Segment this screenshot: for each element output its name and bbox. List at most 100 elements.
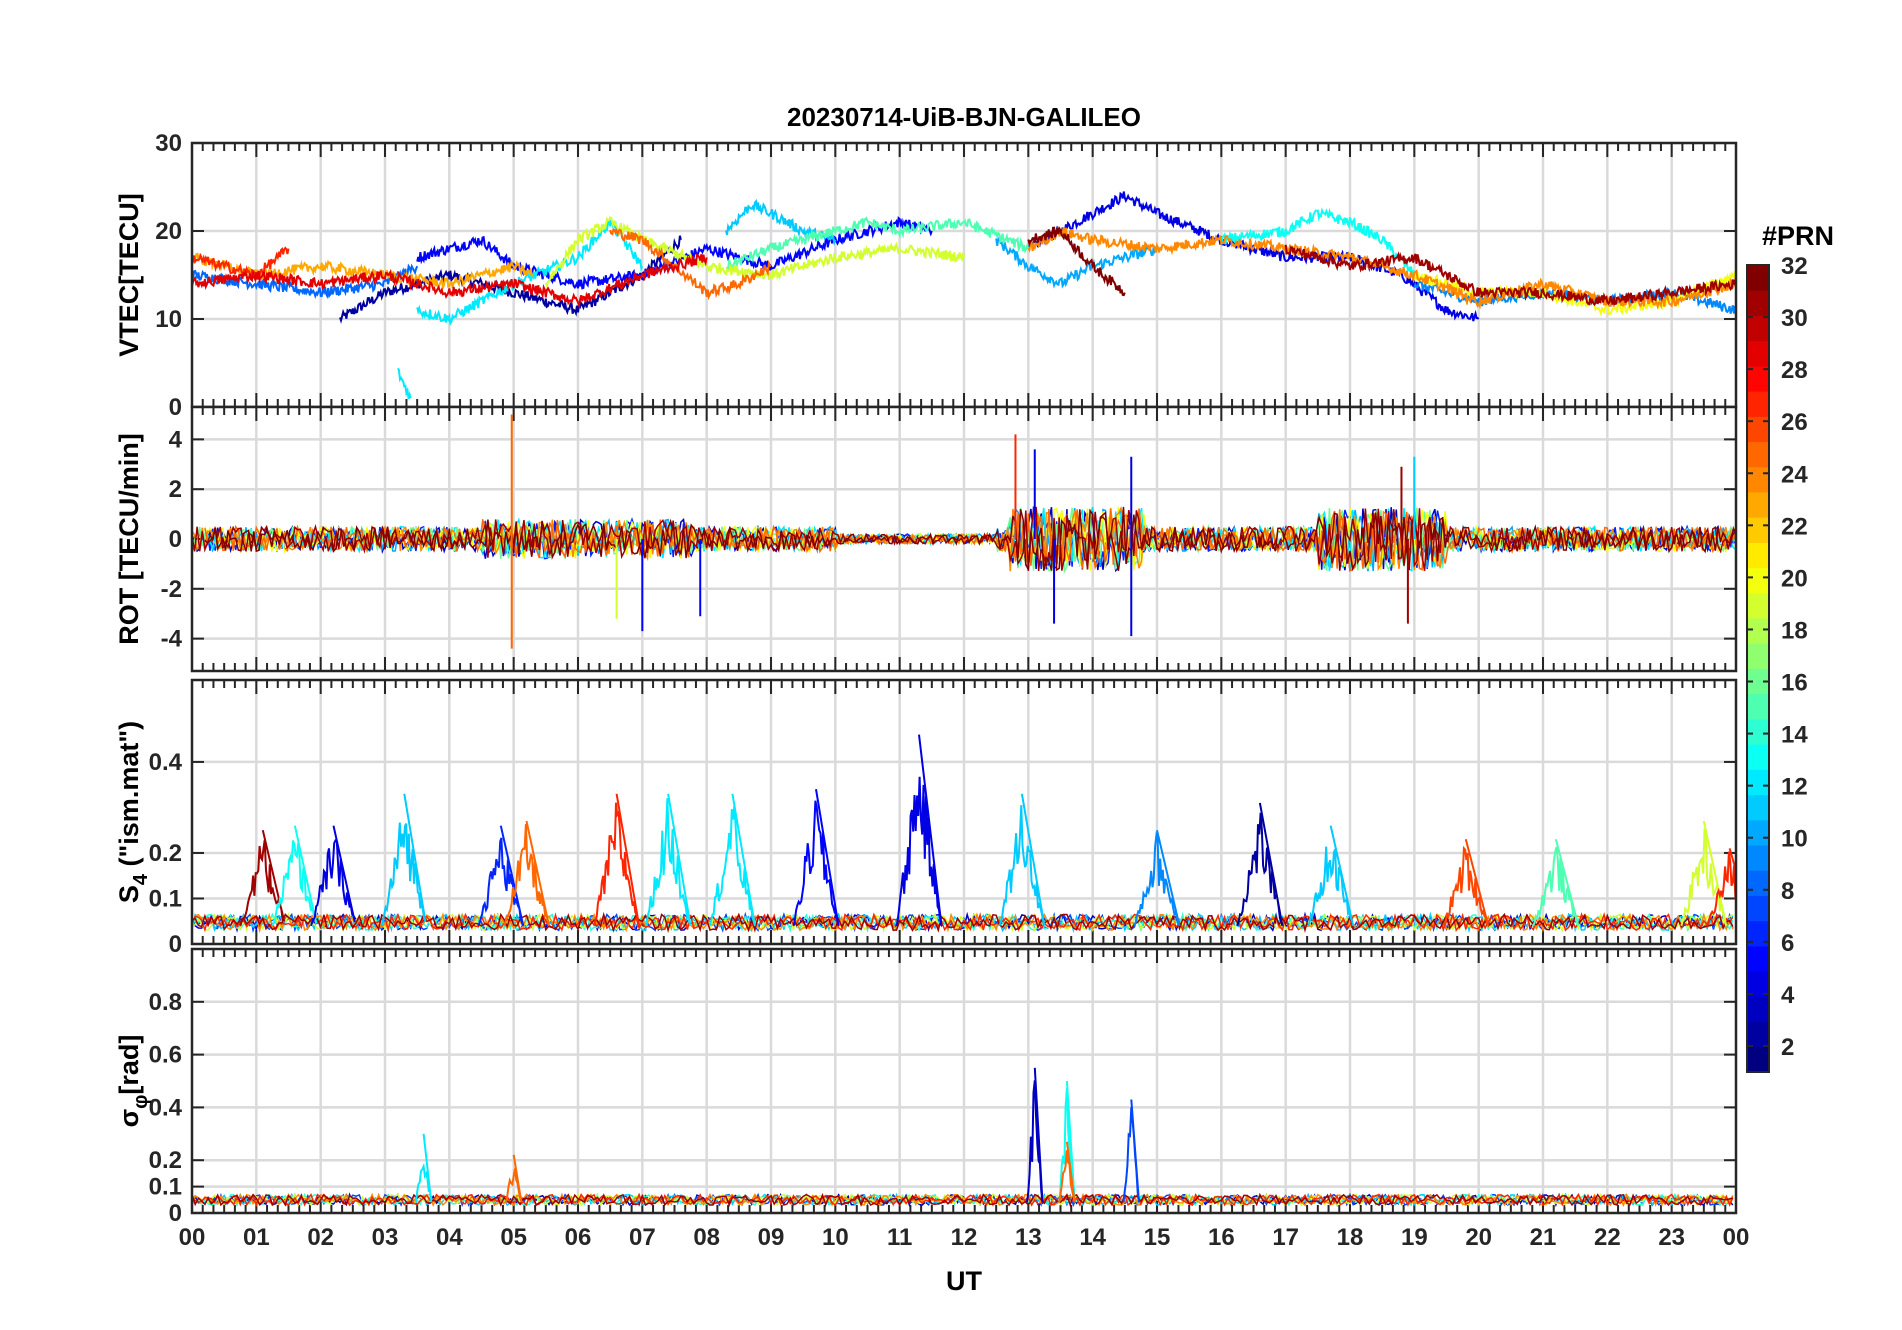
colorbar-segment (1747, 618, 1769, 644)
colorbar-segment (1747, 794, 1769, 821)
x-tick-label: 12 (951, 1224, 978, 1251)
x-tick-label: 05 (500, 1224, 527, 1251)
burst-prn-15 (1532, 839, 1580, 927)
series-line-prn-27 (192, 246, 290, 281)
colorbar-tick-label: 22 (1781, 513, 1808, 540)
chart-title: 20230714-UiB-BJN-GALILEO (787, 102, 1141, 132)
panel-4: 00.10.2 0.4 0.6 0.8 σφ[rad] (114, 947, 1738, 1227)
series-line-prn-15 (725, 216, 1030, 271)
y-tick-label: 4 (169, 426, 183, 453)
x-tick-label: 16 (1208, 1224, 1235, 1251)
y-tick-label: 0.6 (149, 1042, 182, 1069)
y-axis-label: VTEC[TECU] (114, 193, 144, 357)
axes-frame (190, 947, 1738, 1215)
colorbar-tick-label: 16 (1781, 670, 1808, 697)
x-tick-label: 23 (1658, 1224, 1685, 1251)
colorbar-segment (1747, 542, 1769, 569)
x-tick-label: 11 (887, 1224, 912, 1251)
burst-prn-27 (1706, 848, 1736, 927)
x-tick-label: 00 (179, 1224, 206, 1251)
series-line-prn-8 (192, 263, 419, 300)
y-axis-label-main: S (114, 885, 144, 903)
panel-3: 00.10.20.4S4 ("ism.mat") (114, 678, 1738, 958)
y-axis-label: S4 ("ism.mat") (114, 721, 152, 903)
colorbar-segment (1747, 971, 1769, 997)
colorbar-tick-label: 2 (1781, 1034, 1794, 1061)
data-layer (192, 191, 1736, 400)
burst-prn-11 (380, 793, 427, 926)
baseline-trace-prn-31 (192, 911, 1734, 934)
colorbar-segment (1747, 744, 1769, 770)
colorbar-segment (1747, 819, 1769, 846)
y-tick-label: -2 (161, 576, 182, 603)
colorbar-segment (1747, 945, 1769, 972)
y-axis-label: σφ[rad] (114, 1035, 152, 1128)
colorbar-tick-label: 18 (1781, 617, 1808, 644)
colorbar-segment (1747, 718, 1769, 745)
burst-prn-27 (593, 793, 641, 927)
burst-prn-25 (503, 820, 550, 927)
colorbar-segment (1747, 769, 1769, 796)
colorbar-tick-label: 4 (1781, 982, 1795, 1009)
series-line-prn-31 (1284, 244, 1736, 307)
series-line-prn-10 (995, 235, 1158, 289)
panel-1: 0 10 20 30 VTEC[TECU] (114, 130, 1738, 421)
series-line-prn-23 (192, 252, 534, 292)
y-tick-label: 2 (169, 476, 182, 503)
data-layer (192, 1067, 1734, 1208)
colorbar-segment (1747, 265, 1769, 291)
y-tick-label: 0.1 (149, 885, 182, 912)
burst-prn-3 (1026, 1067, 1044, 1203)
y-axis-label: ROT [TECU/min] (114, 433, 144, 644)
x-tick-label: 13 (1015, 1224, 1042, 1251)
x-tick-label: 10 (822, 1224, 849, 1251)
series-line-prn-13 (1220, 207, 1416, 276)
colorbar-segment (1747, 845, 1769, 871)
burst-prn-19 (1680, 820, 1728, 927)
colorbar-label: #PRN (1762, 221, 1834, 251)
colorbar-tick-label: 8 (1781, 878, 1794, 905)
colorbar-segment (1747, 643, 1769, 669)
colorbar-tick-label: 20 (1781, 565, 1808, 592)
x-tick-label: 01 (243, 1224, 270, 1251)
burst-prn-6 (477, 825, 525, 927)
colorbar-segment (1747, 491, 1769, 518)
y-tick-label: 0 (169, 1200, 182, 1227)
data-layer (192, 734, 1736, 934)
baseline-trace-prn-31 (192, 1192, 1734, 1208)
panel-2: -4 -2 0 2 4 ROT [TECU/min] (114, 405, 1738, 673)
burst-prn-13 (271, 825, 318, 927)
colorbar-tick-label: 24 (1781, 461, 1808, 488)
colorbar-tick-label: 32 (1781, 253, 1808, 280)
series-line-prn-12 (397, 367, 412, 400)
colorbar-segment (1747, 668, 1769, 695)
x-tick-label: 03 (372, 1224, 399, 1251)
y-axis-label-subscript: φ (130, 1095, 152, 1109)
x-tick-label: 04 (436, 1224, 463, 1251)
colorbar-segment (1747, 1021, 1769, 1048)
burst-prn-2 (1236, 802, 1284, 927)
series-line-prn-20 (1413, 270, 1736, 317)
colorbar-segment (1747, 290, 1769, 316)
y-tick-label: 20 (155, 218, 182, 245)
colorbar-segment (1747, 920, 1769, 947)
colorbar-tick-label: 26 (1781, 409, 1808, 436)
x-tick-label: 20 (1465, 1224, 1492, 1251)
colorbar-tick-label: 28 (1781, 357, 1808, 384)
colorbar-tick-label: 14 (1781, 722, 1808, 749)
colorbar-tick-label: 12 (1781, 774, 1808, 801)
y-tick-label: 0.2 (149, 1147, 182, 1174)
y-tick-label: 0 (169, 526, 182, 553)
colorbar-tick-label: 10 (1781, 826, 1808, 853)
burst-prn-26 (1442, 839, 1490, 927)
x-tick-label: 19 (1401, 1224, 1428, 1251)
y-tick-label: 0.4 (149, 749, 183, 776)
y-tick-label: 0 (169, 931, 182, 958)
burst-prn-11 (998, 793, 1046, 927)
x-tick-label: 17 (1272, 1224, 1299, 1251)
y-tick-label: 0.4 (149, 1094, 183, 1121)
burst-prn-5 (792, 789, 840, 927)
